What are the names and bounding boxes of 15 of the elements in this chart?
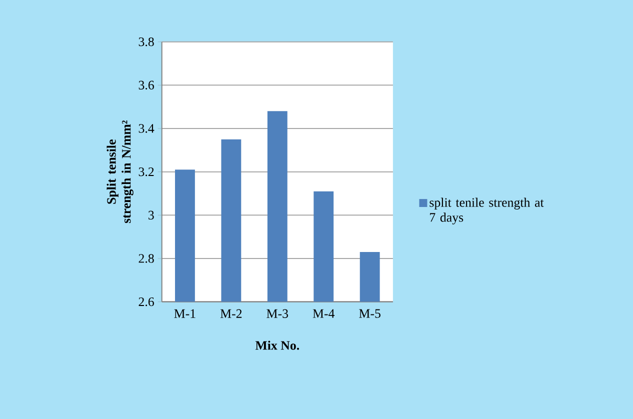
y-tick-label: 2.6 (138, 297, 154, 306)
y-axis-title: Split tensile strength in N/mm² (106, 120, 134, 223)
y-tick-label: 3 (148, 210, 154, 220)
x-tick-label: M-5 (359, 309, 380, 318)
x-tick-label: M-1 (174, 309, 196, 318)
y-tick-label: 3.6 (138, 80, 154, 90)
y-tick-label: 3.8 (138, 37, 154, 46)
x-tick-label: M-4 (312, 309, 335, 318)
y-tick-label: 3.2 (138, 167, 154, 176)
x-axis-title: Mix No. (255, 340, 300, 350)
x-tick-label: M-3 (266, 309, 288, 318)
y-tick-label: 3.4 (138, 124, 154, 133)
legend-label: split tenile strength at 7 days (430, 198, 544, 224)
y-tick-label: 2.8 (138, 254, 154, 263)
x-tick-label: M-2 (220, 309, 242, 318)
